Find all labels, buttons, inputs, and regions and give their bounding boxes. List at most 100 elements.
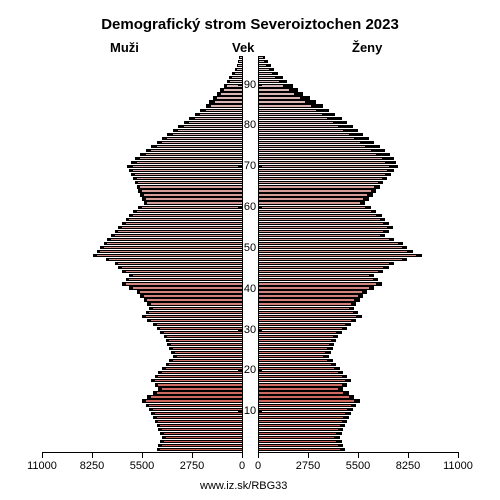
- men-bar-front: [133, 165, 242, 168]
- women-bar-front: [258, 258, 402, 261]
- x-tick-label-left: 8250: [77, 460, 107, 472]
- men-bar-front: [140, 290, 242, 293]
- men-bar-front: [158, 375, 242, 378]
- women-bar-front: [258, 315, 356, 318]
- women-bar-front: [258, 72, 272, 75]
- women-bar-front: [258, 278, 373, 281]
- women-bar-front: [258, 117, 327, 120]
- men-bar-front: [166, 436, 242, 439]
- men-bar-front: [149, 404, 242, 407]
- men-bar-front: [151, 302, 242, 305]
- men-bar-front: [173, 359, 242, 362]
- women-bar-front: [258, 210, 371, 213]
- men-bar-front: [155, 412, 242, 415]
- women-bar-front: [258, 246, 402, 249]
- men-bar-front: [153, 307, 242, 310]
- men-bar-front: [126, 282, 242, 285]
- women-bar-front: [258, 262, 389, 265]
- men-bar-front: [100, 250, 242, 253]
- women-bar-front: [258, 420, 342, 423]
- x-tick-label-right: 11000: [443, 460, 473, 472]
- men-bar-front: [144, 193, 242, 196]
- men-bar-front: [149, 311, 242, 314]
- women-bar-front: [258, 169, 387, 172]
- men-bar-front: [133, 274, 242, 277]
- women-bar-front: [258, 355, 323, 358]
- x-tick-label-right: 0: [243, 460, 273, 472]
- men-bar-front: [104, 246, 242, 249]
- women-bar-front: [258, 311, 353, 314]
- women-bar-front: [258, 432, 336, 435]
- women-bar-front: [258, 448, 340, 451]
- women-bar-front: [258, 92, 294, 95]
- men-bar-front: [126, 222, 242, 225]
- x-tick-left: [92, 452, 93, 458]
- age-tick-right: [258, 85, 262, 86]
- men-bar-front: [171, 343, 242, 346]
- age-tick-right: [258, 411, 262, 412]
- men-bar-front: [109, 258, 242, 261]
- women-bar-front: [258, 193, 367, 196]
- women-bar-front: [258, 367, 334, 370]
- women-bar-front: [258, 234, 380, 237]
- women-bar-front: [258, 254, 416, 257]
- men-bar-front: [155, 379, 242, 382]
- x-tick-right: [408, 452, 409, 458]
- women-bar-front: [258, 408, 347, 411]
- women-bar-front: [258, 282, 376, 285]
- men-bar-front: [189, 121, 242, 124]
- x-tick-left: [192, 452, 193, 458]
- men-bar-front: [126, 270, 242, 273]
- women-bar-front: [258, 343, 329, 346]
- age-tick-left: [238, 85, 242, 86]
- women-bar-front: [258, 206, 365, 209]
- men-bar-front: [107, 242, 242, 245]
- women-bar-front: [258, 436, 334, 439]
- men-bar-front: [177, 355, 242, 358]
- men-bar-front: [142, 206, 242, 209]
- women-bar-front: [258, 201, 360, 204]
- men-bar-front: [175, 351, 242, 354]
- men-bar-front: [164, 432, 242, 435]
- age-tick-left: [238, 411, 242, 412]
- women-bar-front: [258, 113, 322, 116]
- women-bar-front: [258, 444, 338, 447]
- women-bar-front: [258, 359, 327, 362]
- women-bar-front: [258, 173, 385, 176]
- women-bar-front: [258, 363, 331, 366]
- men-bar-front: [140, 185, 242, 188]
- women-bar-front: [258, 64, 266, 67]
- women-bar-front: [258, 307, 349, 310]
- women-bar-front: [258, 149, 371, 152]
- men-bar-front: [173, 347, 242, 350]
- men-bar-front: [211, 104, 242, 107]
- men-bar-front: [164, 331, 242, 334]
- women-bar-front: [258, 298, 354, 301]
- women-bar-front: [258, 270, 378, 273]
- women-bar-front: [258, 181, 378, 184]
- men-bar-front: [137, 177, 242, 180]
- x-tick-label-left: 11000: [27, 460, 57, 472]
- x-tick-left: [42, 452, 43, 458]
- men-bar-front: [122, 266, 242, 269]
- women-bar-front: [258, 96, 300, 99]
- men-bar-front: [151, 319, 242, 322]
- men-bar-front: [206, 109, 242, 112]
- age-tick-right: [258, 289, 262, 290]
- age-label: Vek: [232, 40, 254, 55]
- men-bar-front: [146, 197, 242, 200]
- women-bar-front: [258, 121, 333, 124]
- women-bar-front: [258, 387, 338, 390]
- women-bar-front: [258, 266, 383, 269]
- center-axis-right: [258, 56, 259, 452]
- men-bar-front: [137, 161, 242, 164]
- x-tick-right: [258, 452, 259, 458]
- x-tick-label-left: 5500: [127, 460, 157, 472]
- men-bar-front: [122, 226, 242, 229]
- women-bar-front: [258, 197, 363, 200]
- women-bar-front: [258, 339, 331, 342]
- women-bar-front: [258, 412, 345, 415]
- men-bar-front: [164, 440, 242, 443]
- women-bar-front: [258, 323, 345, 326]
- men-bar-front: [195, 117, 242, 120]
